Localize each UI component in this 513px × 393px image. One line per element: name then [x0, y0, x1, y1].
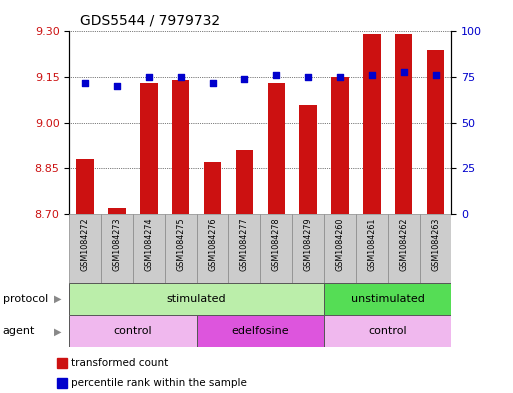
- Point: [240, 76, 248, 82]
- Text: GSM1084276: GSM1084276: [208, 218, 217, 271]
- Point: [368, 72, 376, 79]
- Bar: [235, 150, 253, 214]
- Text: percentile rank within the sample: percentile rank within the sample: [71, 378, 247, 387]
- Text: protocol: protocol: [3, 294, 48, 304]
- Bar: [388, 214, 420, 283]
- Bar: [261, 214, 292, 283]
- Text: control: control: [368, 326, 407, 336]
- Text: unstimulated: unstimulated: [351, 294, 425, 304]
- Point: [113, 83, 121, 90]
- Bar: [292, 214, 324, 283]
- Point: [81, 79, 89, 86]
- Point: [336, 74, 344, 80]
- Bar: [133, 214, 165, 283]
- Bar: [196, 315, 324, 347]
- Bar: [69, 283, 324, 315]
- Bar: [300, 105, 317, 214]
- Text: GSM1084261: GSM1084261: [367, 218, 377, 271]
- Text: GSM1084275: GSM1084275: [176, 218, 185, 271]
- Bar: [140, 83, 157, 214]
- Bar: [356, 214, 388, 283]
- Bar: [165, 214, 196, 283]
- Point: [176, 74, 185, 80]
- Point: [272, 72, 281, 79]
- Text: agent: agent: [3, 326, 35, 336]
- Bar: [267, 83, 285, 214]
- Bar: [204, 162, 221, 214]
- Bar: [228, 214, 261, 283]
- Bar: [420, 214, 451, 283]
- Text: GSM1084277: GSM1084277: [240, 218, 249, 271]
- Point: [431, 72, 440, 79]
- Bar: [57, 378, 67, 387]
- Text: GSM1084272: GSM1084272: [81, 218, 90, 271]
- Text: GSM1084279: GSM1084279: [304, 218, 312, 271]
- Text: GSM1084263: GSM1084263: [431, 218, 440, 271]
- Bar: [76, 159, 94, 214]
- Bar: [324, 214, 356, 283]
- Bar: [331, 77, 349, 214]
- Text: ▶: ▶: [54, 326, 62, 336]
- Bar: [57, 358, 67, 368]
- Text: GDS5544 / 7979732: GDS5544 / 7979732: [80, 13, 220, 28]
- Text: GSM1084274: GSM1084274: [144, 218, 153, 271]
- Text: GSM1084273: GSM1084273: [112, 218, 122, 271]
- Point: [145, 74, 153, 80]
- Bar: [69, 315, 196, 347]
- Text: GSM1084262: GSM1084262: [399, 218, 408, 271]
- Bar: [172, 80, 189, 214]
- Point: [208, 79, 216, 86]
- Bar: [427, 50, 444, 214]
- Text: ▶: ▶: [54, 294, 62, 304]
- Text: control: control: [114, 326, 152, 336]
- Bar: [101, 214, 133, 283]
- Bar: [69, 214, 101, 283]
- Text: edelfosine: edelfosine: [231, 326, 289, 336]
- Bar: [108, 208, 126, 214]
- Bar: [196, 214, 228, 283]
- Bar: [363, 35, 381, 214]
- Bar: [324, 283, 451, 315]
- Text: GSM1084278: GSM1084278: [272, 218, 281, 271]
- Bar: [395, 35, 412, 214]
- Text: transformed count: transformed count: [71, 358, 168, 368]
- Text: stimulated: stimulated: [167, 294, 226, 304]
- Point: [304, 74, 312, 80]
- Text: GSM1084260: GSM1084260: [336, 218, 344, 271]
- Point: [400, 68, 408, 75]
- Bar: [324, 315, 451, 347]
